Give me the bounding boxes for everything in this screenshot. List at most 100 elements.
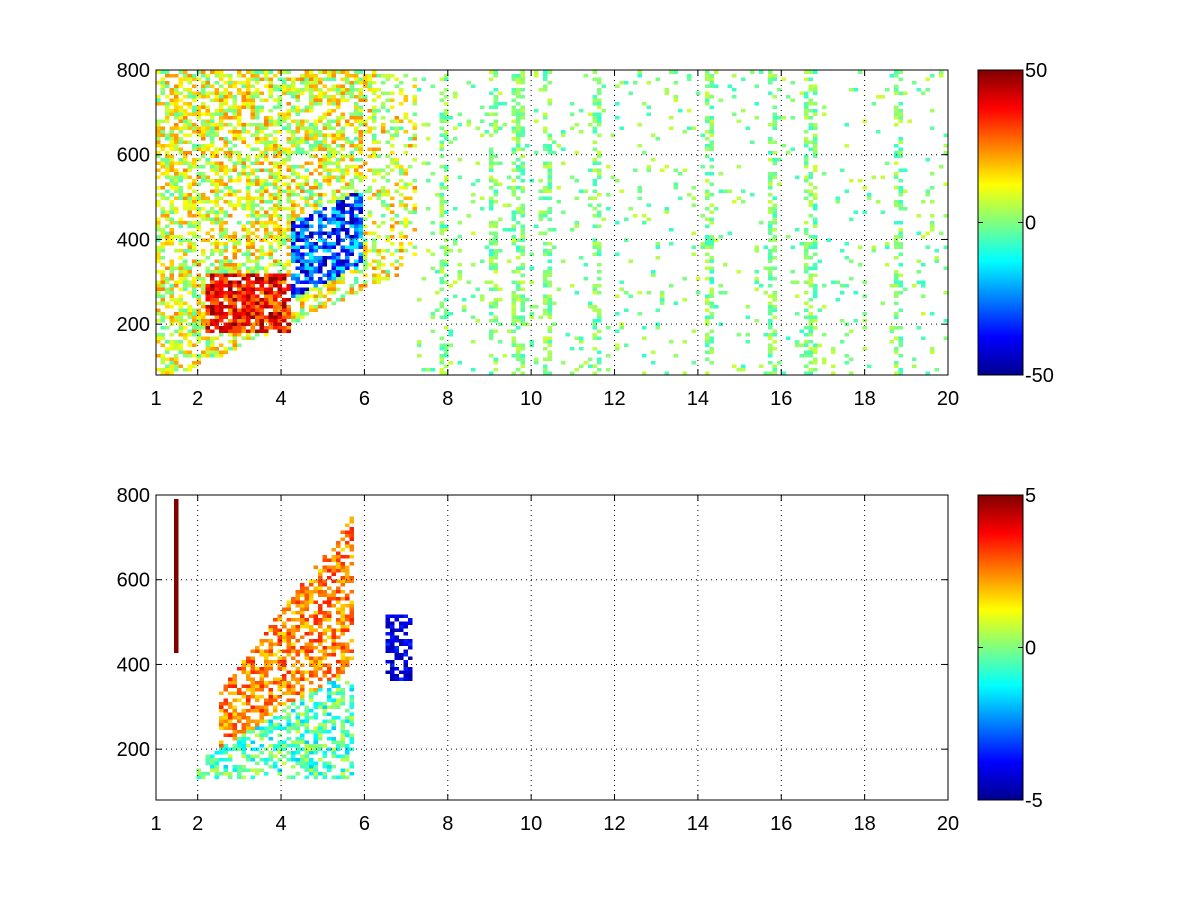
heatmap-cell [705, 333, 710, 337]
heatmap-cell [304, 768, 309, 772]
heatmap-cell [214, 772, 219, 776]
heatmap-cell [282, 329, 287, 333]
heatmap-cell [156, 308, 161, 312]
heatmap-cell [241, 235, 246, 239]
heatmap-cell [232, 336, 237, 340]
heatmap-cell [318, 77, 323, 81]
heatmap-cell [286, 322, 291, 326]
heatmap-cell [205, 270, 210, 274]
heatmap-cell [813, 347, 818, 351]
heatmap-cell [768, 301, 773, 305]
heatmap-cell [241, 660, 246, 664]
heatmap-cell [511, 98, 516, 102]
heatmap-cell [642, 326, 647, 330]
heatmap-cell [349, 224, 354, 228]
heatmap-cell [705, 252, 710, 256]
heatmap-cell [223, 109, 228, 113]
heatmap-cell [277, 628, 282, 632]
heatmap-cell [336, 235, 341, 239]
heatmap-cell [709, 193, 714, 197]
heatmap-cell [286, 252, 291, 256]
heatmap-cell [300, 315, 305, 319]
heatmap-cell [259, 245, 264, 249]
heatmap-cell [277, 70, 282, 74]
heatmap-cell [286, 154, 291, 158]
heatmap-cell [300, 702, 305, 706]
heatmap-cell [268, 95, 273, 99]
heatmap-cell [349, 287, 354, 291]
heatmap-cell [385, 165, 390, 169]
heatmap-cell [313, 737, 318, 741]
heatmap-cell [223, 712, 228, 716]
heatmap-cell [313, 259, 318, 263]
heatmap-cell [804, 102, 809, 106]
heatmap-cell [322, 305, 327, 309]
heatmap-cell [547, 172, 552, 176]
heatmap-cell [705, 315, 710, 319]
heatmap-cell [349, 639, 354, 643]
heatmap-cell [336, 698, 341, 702]
heatmap-cell [210, 768, 215, 772]
heatmap-cell [273, 249, 278, 253]
heatmap-cell [196, 775, 201, 779]
heatmap-cell [183, 70, 188, 74]
heatmap-cell [250, 196, 255, 200]
heatmap-cell [295, 618, 300, 622]
heatmap-cell [417, 340, 422, 344]
heatmap-cell [813, 287, 818, 291]
heatmap-cell [529, 179, 534, 183]
heatmap-cell [169, 235, 174, 239]
heatmap-cell [228, 168, 233, 172]
heatmap-cell [498, 161, 503, 165]
heatmap-cell [606, 368, 611, 372]
heatmap-cell [264, 674, 269, 678]
heatmap-cell [259, 298, 264, 302]
heatmap-cell [529, 305, 534, 309]
heatmap-cell [345, 541, 350, 545]
heatmap-cell [160, 361, 165, 365]
heatmap-cell [520, 105, 525, 109]
heatmap-cell [894, 284, 899, 288]
heatmap-cell [246, 322, 251, 326]
heatmap-cell [768, 252, 773, 256]
heatmap-cell [340, 214, 345, 218]
heatmap-cell [408, 196, 413, 200]
heatmap-cell [804, 154, 809, 158]
heatmap-cell [543, 277, 548, 281]
heatmap-cell [309, 249, 314, 253]
heatmap-cell [367, 154, 372, 158]
heatmap-cell [286, 196, 291, 200]
heatmap-cell [232, 301, 237, 305]
heatmap-cell [313, 126, 318, 130]
heatmap-cell [921, 200, 926, 204]
heatmap-cell [241, 137, 246, 141]
heatmap-cell [516, 196, 521, 200]
heatmap-cell [768, 249, 773, 253]
heatmap-cell [304, 586, 309, 590]
heatmap-cell [232, 681, 237, 685]
heatmap-cell [174, 618, 179, 622]
heatmap-cell [808, 315, 813, 319]
heatmap-cell [637, 70, 642, 74]
heatmap-cell [304, 179, 309, 183]
heatmap-cell [520, 238, 525, 242]
heatmap-cell [345, 572, 350, 576]
heatmap-cell [259, 98, 264, 102]
heatmap-cell [547, 301, 552, 305]
heatmap-cell [318, 656, 323, 660]
heatmap-cell [381, 74, 386, 78]
heatmap-cell [295, 77, 300, 81]
heatmap-cell [718, 284, 723, 288]
heatmap-cell [349, 284, 354, 288]
heatmap-cell [372, 231, 377, 235]
heatmap-cell [300, 761, 305, 765]
heatmap-cell [340, 695, 345, 699]
heatmap-cell [286, 102, 291, 106]
heatmap-cell [331, 168, 336, 172]
heatmap-cell [282, 151, 287, 155]
heatmap-cell [232, 238, 237, 242]
heatmap-cell [277, 312, 282, 316]
heatmap-cell [183, 354, 188, 358]
heatmap-cell [183, 74, 188, 78]
heatmap-cell [259, 238, 264, 242]
